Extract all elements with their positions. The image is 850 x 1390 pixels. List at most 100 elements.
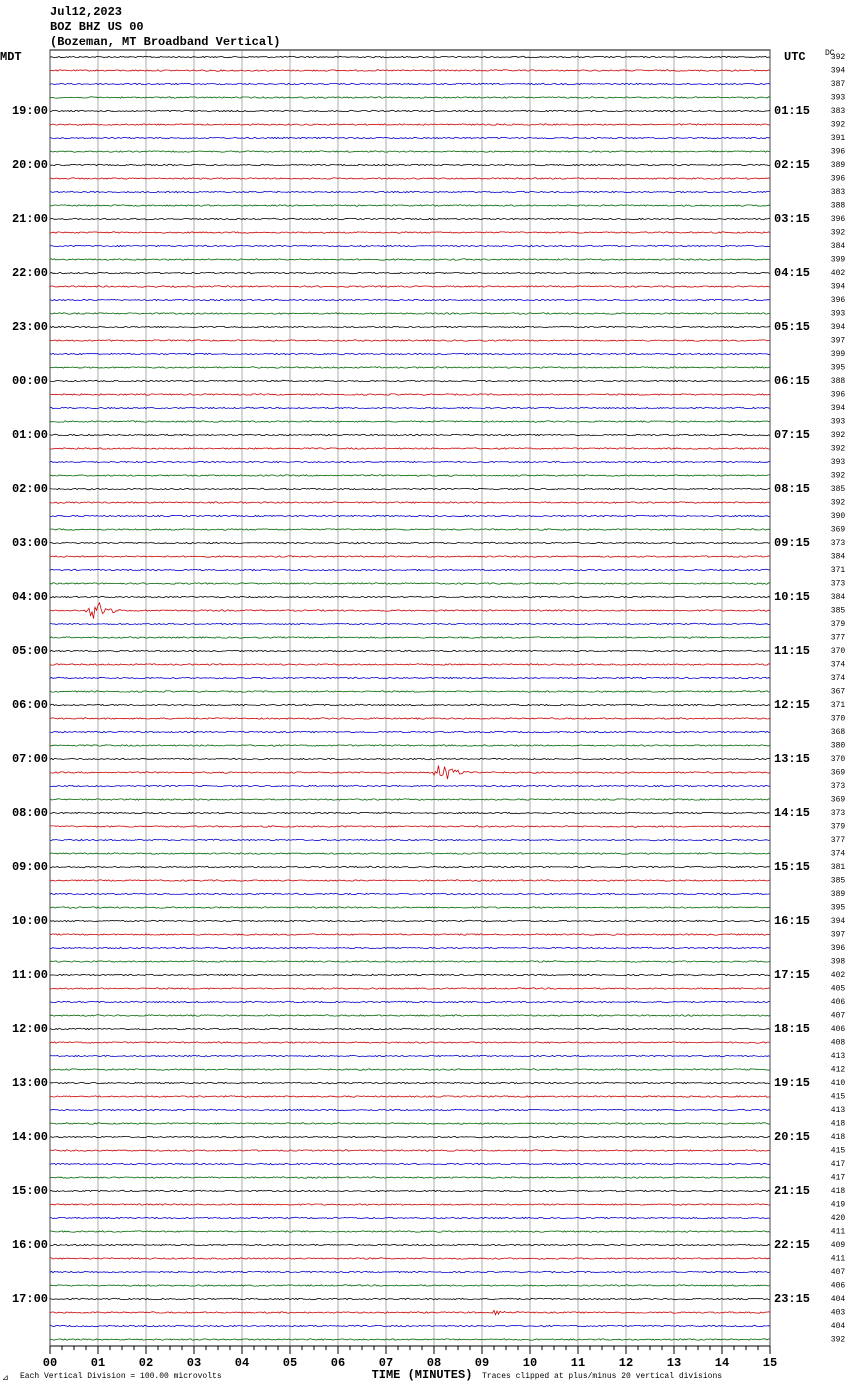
dc-value: 407	[831, 1268, 846, 1277]
utc-hour: 05:15	[774, 320, 810, 334]
date: Jul12,2023	[50, 5, 122, 19]
dc-value: 411	[831, 1255, 846, 1264]
dc-value: 409	[831, 1241, 846, 1250]
dc-value: 370	[831, 647, 846, 656]
dc-value: 410	[831, 1079, 846, 1088]
trace	[49, 784, 771, 788]
utc-hour: 08:15	[774, 482, 810, 496]
x-axis-title: TIME (MINUTES)	[372, 1368, 473, 1382]
trace	[49, 1324, 771, 1328]
dc-value: 420	[831, 1214, 846, 1223]
trace	[49, 474, 770, 477]
dc-value: 388	[831, 377, 846, 386]
dc-value: 393	[831, 418, 846, 427]
mdt-hour: 08:00	[12, 806, 48, 820]
dc-value: 396	[831, 296, 846, 305]
trace	[49, 82, 771, 86]
dc-value: 370	[831, 755, 846, 764]
utc-hour: 11:15	[774, 644, 810, 658]
trace	[49, 1000, 771, 1004]
logo-icon: ⊿	[2, 1374, 9, 1383]
trace	[49, 1162, 771, 1166]
trace	[49, 1108, 771, 1112]
mdt-hour: 11:00	[12, 968, 48, 982]
dc-value: 367	[831, 688, 846, 697]
trace	[49, 765, 771, 780]
trace	[50, 1257, 771, 1260]
mdt-hour: 20:00	[12, 158, 48, 172]
dc-value: 373	[831, 539, 846, 548]
trace	[49, 190, 770, 194]
dc-value: 392	[831, 431, 846, 440]
dc-value: 418	[831, 1120, 846, 1129]
trace	[49, 1135, 771, 1139]
dc-value: 384	[831, 242, 846, 251]
dc-value: 408	[831, 1039, 846, 1048]
trace	[49, 244, 771, 248]
x-tick-label: 01	[91, 1356, 105, 1370]
trace	[49, 852, 771, 855]
trace	[49, 204, 771, 207]
mdt-hour: 22:00	[12, 266, 48, 280]
dc-value: 397	[831, 931, 846, 940]
x-tick-label: 02	[139, 1356, 153, 1370]
trace	[49, 595, 771, 599]
mdt-hour: 03:00	[12, 536, 48, 550]
mdt-hour: 00:00	[12, 374, 48, 388]
trace	[49, 1297, 770, 1301]
trace	[49, 55, 771, 59]
location: (Bozeman, MT Broadband Vertical)	[50, 35, 280, 49]
trace	[49, 163, 771, 167]
trace	[49, 447, 770, 450]
dc-value: 403	[831, 1309, 846, 1318]
mdt-hour: 05:00	[12, 644, 48, 658]
x-tick-label: 07	[379, 1356, 393, 1370]
dc-value: 370	[831, 715, 846, 724]
mdt-hour: 13:00	[12, 1076, 48, 1090]
trace	[49, 636, 771, 639]
trace	[49, 366, 771, 369]
trace	[49, 879, 771, 882]
trace	[49, 406, 771, 410]
trace	[49, 501, 771, 504]
dc-value: 392	[831, 121, 846, 130]
utc-hour: 03:15	[774, 212, 810, 226]
dc-value: 371	[831, 701, 846, 710]
utc-hour: 09:15	[774, 536, 810, 550]
dc-value: 406	[831, 1282, 846, 1291]
dc-value: 377	[831, 836, 846, 845]
trace	[49, 1309, 771, 1316]
dc-value: 402	[831, 971, 846, 980]
dc-value: 385	[831, 877, 846, 886]
dc-value: 393	[831, 310, 846, 319]
mdt-hour: 06:00	[12, 698, 48, 712]
trace	[49, 1176, 771, 1179]
mdt-hour: 10:00	[12, 914, 48, 928]
dc-value: 395	[831, 364, 846, 373]
mdt-hour: 23:00	[12, 320, 48, 334]
utc-hour: 18:15	[774, 1022, 810, 1036]
dc-value: 383	[831, 107, 846, 116]
trace	[49, 1014, 771, 1017]
dc-value: 384	[831, 593, 846, 602]
dc-value: 392	[831, 229, 846, 238]
dc-value: 374	[831, 661, 846, 670]
x-tick-label: 08	[427, 1356, 441, 1370]
dc-value: 391	[831, 134, 846, 143]
trace	[49, 352, 771, 356]
trace	[49, 528, 771, 531]
dc-value: 396	[831, 944, 846, 953]
utc-hour: 04:15	[774, 266, 810, 280]
dc-value: 392	[831, 53, 846, 62]
x-tick-label: 10	[523, 1356, 537, 1370]
dc-value: 373	[831, 809, 846, 818]
dc-value: 418	[831, 1133, 846, 1142]
dc-value: 384	[831, 553, 846, 562]
mdt-hour: 21:00	[12, 212, 48, 226]
trace	[49, 96, 771, 99]
dc-value: 399	[831, 350, 846, 359]
dc-value: 374	[831, 850, 846, 859]
trace	[49, 339, 770, 342]
dc-value: 383	[831, 188, 846, 197]
